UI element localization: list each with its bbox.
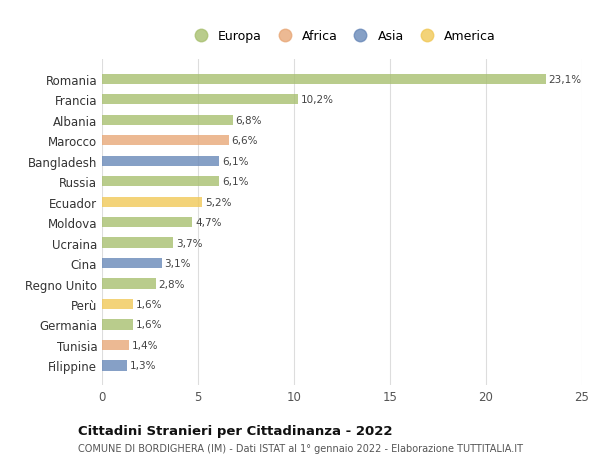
Bar xyxy=(102,218,192,228)
Text: 6,8%: 6,8% xyxy=(235,116,262,125)
Text: 23,1%: 23,1% xyxy=(548,75,581,84)
Text: 5,2%: 5,2% xyxy=(205,197,231,207)
Bar xyxy=(102,115,233,126)
Bar xyxy=(102,340,129,350)
Text: 3,1%: 3,1% xyxy=(164,258,191,269)
Bar xyxy=(102,177,219,187)
Bar xyxy=(102,197,202,207)
Bar xyxy=(102,95,298,105)
Text: 3,7%: 3,7% xyxy=(176,238,202,248)
Text: Cittadini Stranieri per Cittadinanza - 2022: Cittadini Stranieri per Cittadinanza - 2… xyxy=(78,424,392,437)
Bar xyxy=(102,156,219,167)
Text: 1,4%: 1,4% xyxy=(132,340,158,350)
Bar xyxy=(102,238,173,248)
Legend: Europa, Africa, Asia, America: Europa, Africa, Asia, America xyxy=(188,30,496,43)
Text: 2,8%: 2,8% xyxy=(158,279,185,289)
Text: 6,1%: 6,1% xyxy=(222,177,248,187)
Text: 1,6%: 1,6% xyxy=(136,320,162,330)
Text: 4,7%: 4,7% xyxy=(195,218,221,228)
Text: 1,6%: 1,6% xyxy=(136,299,162,309)
Bar xyxy=(102,319,133,330)
Bar xyxy=(102,299,133,309)
Text: 6,1%: 6,1% xyxy=(222,157,248,166)
Bar xyxy=(102,360,127,371)
Bar xyxy=(102,279,156,289)
Text: COMUNE DI BORDIGHERA (IM) - Dati ISTAT al 1° gennaio 2022 - Elaborazione TUTTITA: COMUNE DI BORDIGHERA (IM) - Dati ISTAT a… xyxy=(78,443,523,453)
Bar xyxy=(102,136,229,146)
Text: 10,2%: 10,2% xyxy=(301,95,334,105)
Text: 1,3%: 1,3% xyxy=(130,361,157,370)
Bar xyxy=(102,258,161,269)
Text: 6,6%: 6,6% xyxy=(232,136,258,146)
Bar xyxy=(102,74,545,85)
